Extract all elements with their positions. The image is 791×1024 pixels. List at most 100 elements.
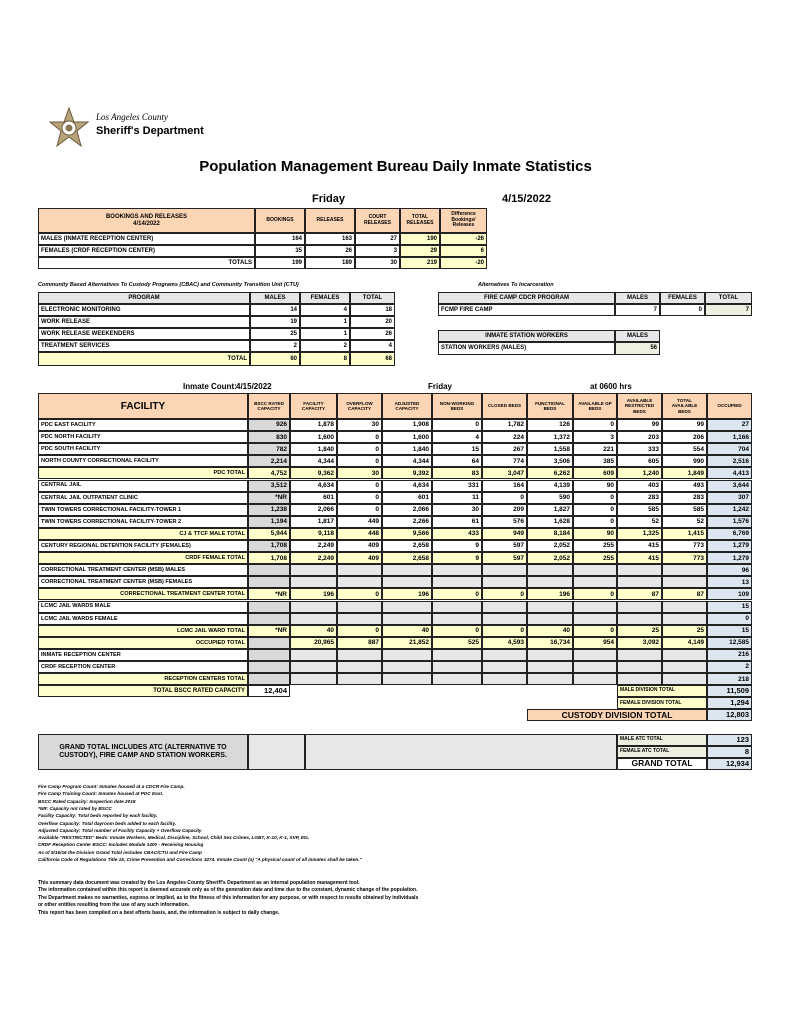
value-cell: 1,827 [527, 503, 573, 516]
cell-text: 601 [323, 494, 334, 502]
cell-text: 12,934 [726, 758, 749, 768]
value-cell: 1,279 [707, 552, 752, 565]
value-cell: 219 [400, 257, 440, 269]
value-cell: 255 [573, 552, 617, 565]
cell-text: 4,139 [553, 481, 570, 489]
cell-text: FEMALES [668, 294, 697, 301]
header-cell: PROGRAM [38, 292, 250, 304]
value-cell [573, 661, 617, 674]
cell-text: 887 [368, 639, 379, 647]
cell-text: TOTAL RELEASES [406, 214, 434, 226]
cell-text: 1,827 [553, 506, 570, 514]
cell-text: 4 [343, 306, 347, 313]
label-cell: GRAND TOTAL [617, 758, 707, 770]
value-cell: 2,066 [290, 503, 337, 516]
value-cell: 1,415 [662, 527, 707, 540]
cell-text: 1,576 [732, 518, 749, 526]
value-cell: 224 [482, 431, 527, 444]
value-cell: 2,249 [290, 540, 337, 553]
value-cell: 0 [337, 455, 382, 468]
value-cell: 5,944 [248, 527, 290, 540]
value-cell: 704 [707, 443, 752, 456]
label-cell: WORK RELEASE WEEKENDERS [38, 328, 250, 340]
value-cell: 30 [337, 419, 382, 432]
label-cell: PDC SOUTH FACILITY [38, 443, 248, 456]
value-cell: 409 [337, 540, 382, 553]
cell-text: 2 [293, 342, 297, 349]
cell-text: 926 [276, 421, 287, 429]
value-cell: 0 [337, 588, 382, 601]
value-cell: 9 [432, 552, 482, 565]
caption: Community Based Alternatives To Custody … [38, 282, 299, 288]
value-cell: 1,817 [290, 515, 337, 528]
value-cell: 52 [662, 515, 707, 528]
value-cell [382, 648, 432, 661]
cell-text: 949 [513, 530, 524, 538]
cell-text: 1,166 [732, 433, 749, 441]
cell-text: RELEASES [316, 216, 344, 223]
value-cell: 29 [400, 245, 440, 257]
value-cell [382, 564, 432, 577]
value-cell: 20,965 [290, 636, 337, 649]
cell-text: 20,965 [314, 639, 334, 647]
label-cell: LCMC JAIL WARDS FEMALE [38, 612, 248, 625]
value-cell: 163 [305, 233, 355, 245]
cell-text: 15 [471, 445, 479, 453]
value-cell: 16,734 [527, 636, 573, 649]
value-cell: 283 [617, 491, 662, 504]
value-cell [432, 576, 482, 589]
label-cell: CORRECTIONAL TREATMENT CENTER TOTAL [38, 588, 248, 601]
value-cell: 1,782 [482, 419, 527, 432]
header-cell: FIRE CAMP CDCR PROGRAM [438, 292, 615, 304]
cell-text: 4/14/2022 [133, 220, 160, 227]
cell-text: TWIN TOWERS CORRECTIONAL FACILITY-TOWER … [41, 506, 182, 513]
value-cell: 0 [573, 491, 617, 504]
header-cell: OCCUPIED [707, 393, 752, 419]
cell-text: 52 [651, 518, 659, 526]
cell-text: 196 [323, 590, 334, 598]
cell-text: TOTAL [227, 355, 247, 362]
header-cell: OVERFLOW CAPACITY [337, 393, 382, 419]
cell-text: 0 [375, 433, 379, 441]
value-cell [617, 648, 662, 661]
count-date: 4/15/2022 [236, 382, 272, 391]
cell-text: 4,149 [687, 639, 704, 647]
cell-text: FEMALES (CRDF RECEPTION CENTER) [41, 247, 155, 254]
cell-text: 203 [648, 433, 659, 441]
agency-line: Los Angeles County [96, 112, 168, 122]
value-cell: 590 [527, 491, 573, 504]
cell-text: TWIN TOWERS CORRECTIONAL FACILITY-TOWER … [41, 518, 182, 525]
value-cell: 164 [482, 479, 527, 492]
cell-text: 2,658 [412, 554, 429, 562]
cell-text: NORTH COUNTY CORRECTIONAL FACILITY [41, 458, 159, 465]
label-cell: FEMALE DIVISION TOTAL [617, 697, 707, 710]
value-cell: 4,413 [707, 467, 752, 480]
label-cell: PDC TOTAL [38, 467, 248, 480]
value-cell: 0 [482, 588, 527, 601]
cell-text: 283 [693, 494, 704, 502]
value-cell: 773 [662, 552, 707, 565]
value-cell [662, 661, 707, 674]
value-cell: 1,325 [617, 527, 662, 540]
header-cell: CLOSED BEDS [482, 393, 527, 419]
value-cell [248, 648, 290, 661]
cell-text: 773 [693, 542, 704, 550]
cell-text: 448 [368, 530, 379, 538]
header-cell: MALES [615, 292, 660, 304]
cell-text: FUNCTIONAL BEDS [535, 400, 565, 411]
value-cell: 1,600 [382, 431, 432, 444]
value-cell [482, 661, 527, 674]
value-cell [617, 612, 662, 625]
cell-text: 6,769 [732, 530, 749, 538]
cell-text: FEMALES [310, 294, 340, 301]
value-cell: 199 [255, 257, 305, 269]
footnote: California Code of Regulations Title 15,… [38, 857, 362, 862]
date: 4/15/2022 [502, 193, 551, 205]
cell-text: 333 [648, 445, 659, 453]
label-cell: FEMALES (CRDF RECEPTION CENTER) [38, 245, 255, 257]
value-cell: 25 [617, 624, 662, 637]
cell-text: 433 [468, 530, 479, 538]
value-cell: 0 [432, 624, 482, 637]
cell-text: FACILITY [120, 400, 166, 412]
cell-text: CENTURY REGIONAL DETENTION FACILITY (FEM… [41, 542, 191, 549]
